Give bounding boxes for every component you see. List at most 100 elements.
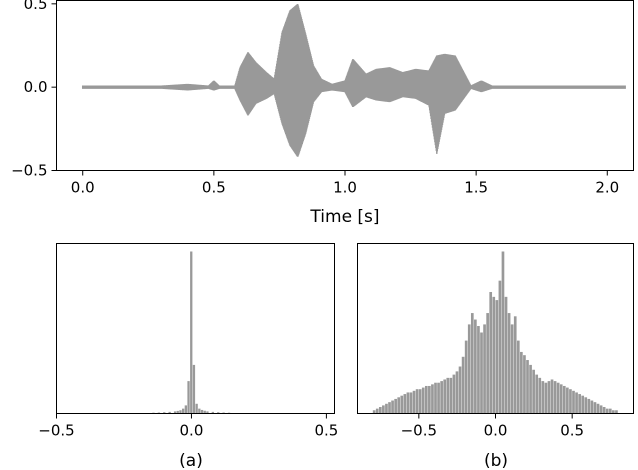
histogram-b-bar [578,394,581,414]
histogram-b-bar [507,313,511,414]
histogram-b-bar [477,326,480,414]
histogram-b-bar [559,384,563,414]
waveform-x-axis-label: Time [s] [309,207,379,227]
waveform-x-ticks: 0.0 0.5 1.0 1.5 2.0 [71,170,619,197]
histogram-b-bar [556,382,560,414]
waveform-x-tick-label: 0.5 [202,179,226,197]
histogram-b-x-tick-label: 0.5 [560,422,584,440]
histogram-a-x-tick-label: −0.5 [38,422,74,440]
histogram-a-bar [187,381,190,414]
histogram-b-bar [608,408,612,414]
histogram-b-bar [446,377,450,414]
waveform-y-tick-label: −0.5 [11,162,47,180]
histogram-b-bar [587,398,591,414]
histogram-b-bar [544,382,548,414]
histogram-b-bar [590,400,594,414]
histogram-a-bar [200,409,204,414]
histogram-b-bar [440,381,443,414]
histogram-b-bar [483,324,486,414]
histogram-b-bar [615,410,618,414]
histogram-b-bar [449,377,453,414]
histogram-b-bar [547,381,551,414]
histogram-b-bar [428,385,431,414]
histogram-b-bar [596,403,600,414]
histogram-b-bar [535,374,539,414]
histogram-b-bar [529,364,532,414]
waveform-signal-line [81,4,626,157]
histogram-b-x-tick-label: −0.5 [401,422,437,440]
histogram-a-x-ticks: −0.5 0.0 0.5 [38,413,338,440]
histogram-a-bar [182,408,185,414]
histogram-b-bar [372,410,376,414]
histogram-a-plot-area [152,251,231,414]
histogram-b-bar [382,405,385,414]
histogram-a-bar [198,408,201,414]
histogram-b-bar [602,407,606,414]
histogram-b-bar [612,410,615,414]
histogram-b-bar [431,384,434,414]
histogram-b-bar [550,379,554,414]
histogram-b-bar [378,407,382,414]
histogram-b-bar [409,392,413,414]
histogram-b-bar [501,251,505,414]
histogram-b-bar [461,356,465,414]
histogram-b-bar [541,381,545,414]
waveform-x-tick-label: 2.0 [595,179,619,197]
histogram-b-bar [486,313,489,414]
histogram-a-bar [203,410,206,414]
histogram-b-x-tick-label: 0.0 [484,422,508,440]
histogram-b-bar [516,340,520,414]
histogram-b-bar [480,332,483,414]
histogram-b-bar [489,292,493,414]
histogram-b-bar [400,395,404,414]
histogram-b-bar [406,392,410,414]
histogram-a-bar [190,251,193,414]
histogram-b-bar [443,379,447,414]
histogram-a-panel: −0.5 0.0 0.5 (a) [38,243,338,470]
histogram-b-bar [421,387,425,414]
histogram-a-bar [192,364,196,414]
histogram-b-bar [526,360,529,414]
histogram-b-bar [572,390,575,414]
histogram-b-bar [593,402,597,414]
histogram-b-x-ticks: −0.5 0.0 0.5 [401,413,584,440]
histogram-b-bar [504,296,508,414]
histogram-b-bar [584,397,588,414]
waveform-x-tick-label: 0.0 [71,179,95,197]
histogram-a-bar [206,411,209,414]
histogram-b-bar [388,402,391,414]
histogram-b-bar [434,382,437,414]
histogram-a-bar [179,410,182,414]
histogram-b-bar [569,389,572,414]
histogram-b-bar [581,395,585,414]
waveform-x-tick-label: 1.0 [333,179,357,197]
histogram-b-caption: (b) [484,451,508,470]
waveform-x-tick-label: 1.5 [464,179,488,197]
histogram-a-bar [184,405,187,414]
histogram-b-bar [412,390,416,414]
histogram-b-bar [520,351,523,414]
histogram-b-bar [492,296,496,414]
histogram-a-caption: (a) [179,451,203,470]
histogram-b-panel: −0.5 0.0 0.5 (b) [357,243,634,470]
histogram-b-bar [397,397,401,414]
histogram-b-bar [458,366,462,414]
histogram-b-bar [415,389,419,414]
histogram-b-bar [385,403,388,414]
histogram-b-bar [391,400,394,414]
histogram-a-bar [217,412,220,414]
histogram-b-bar [375,408,379,414]
histogram-a-bar [195,403,198,414]
histogram-b-bar [403,394,407,414]
histogram-b-bar [575,392,578,414]
histogram-b-bar [566,387,569,414]
histogram-a-bar [168,411,171,414]
histogram-b-bar [424,385,428,414]
waveform-y-tick-label: 0.5 [24,0,48,13]
histogram-a-x-tick-label: 0.0 [180,422,204,440]
histogram-b-bar [394,398,397,414]
histogram-b-bar [455,371,459,414]
waveform-y-tick-label: 0.0 [24,78,48,96]
histogram-b-bar [599,405,603,414]
histogram-b-bar [523,355,526,414]
